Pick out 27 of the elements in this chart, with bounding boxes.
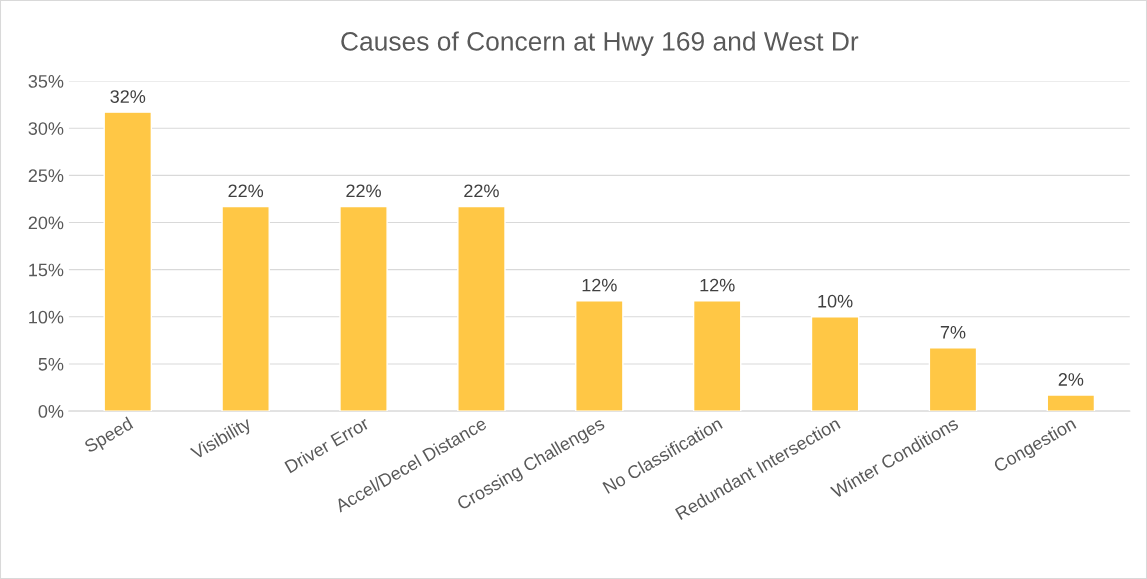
- bar: [810, 316, 860, 412]
- bar: [928, 347, 978, 412]
- bar: [103, 111, 153, 412]
- y-tick-label: 25%: [28, 169, 64, 183]
- data-label: 22%: [228, 184, 264, 198]
- y-tick-label: 20%: [28, 216, 64, 230]
- data-label: 12%: [582, 278, 617, 292]
- chart-title: Causes of Concern at Hwy 169 and West Dr: [341, 31, 859, 56]
- y-tick-label: 30%: [28, 122, 64, 135]
- data-label: 32%: [110, 90, 146, 103]
- y-tick-label: 10%: [29, 310, 64, 324]
- data-label: 10%: [818, 294, 853, 308]
- data-label: 12%: [700, 278, 735, 292]
- data-label: 2%: [1058, 373, 1084, 386]
- data-label: 22%: [346, 184, 381, 198]
- y-tick-label: 0%: [38, 405, 64, 418]
- bar: [457, 205, 506, 412]
- data-label: 7%: [940, 325, 966, 339]
- y-tick-label: 5%: [38, 357, 64, 371]
- bar: [221, 205, 270, 412]
- y-tick-label: 35%: [28, 74, 64, 88]
- data-label: 22%: [464, 184, 499, 198]
- bar: [692, 300, 742, 412]
- bar: [575, 300, 624, 412]
- y-tick-label: 15%: [29, 263, 64, 277]
- bar: [339, 205, 388, 412]
- bar: [1046, 394, 1096, 412]
